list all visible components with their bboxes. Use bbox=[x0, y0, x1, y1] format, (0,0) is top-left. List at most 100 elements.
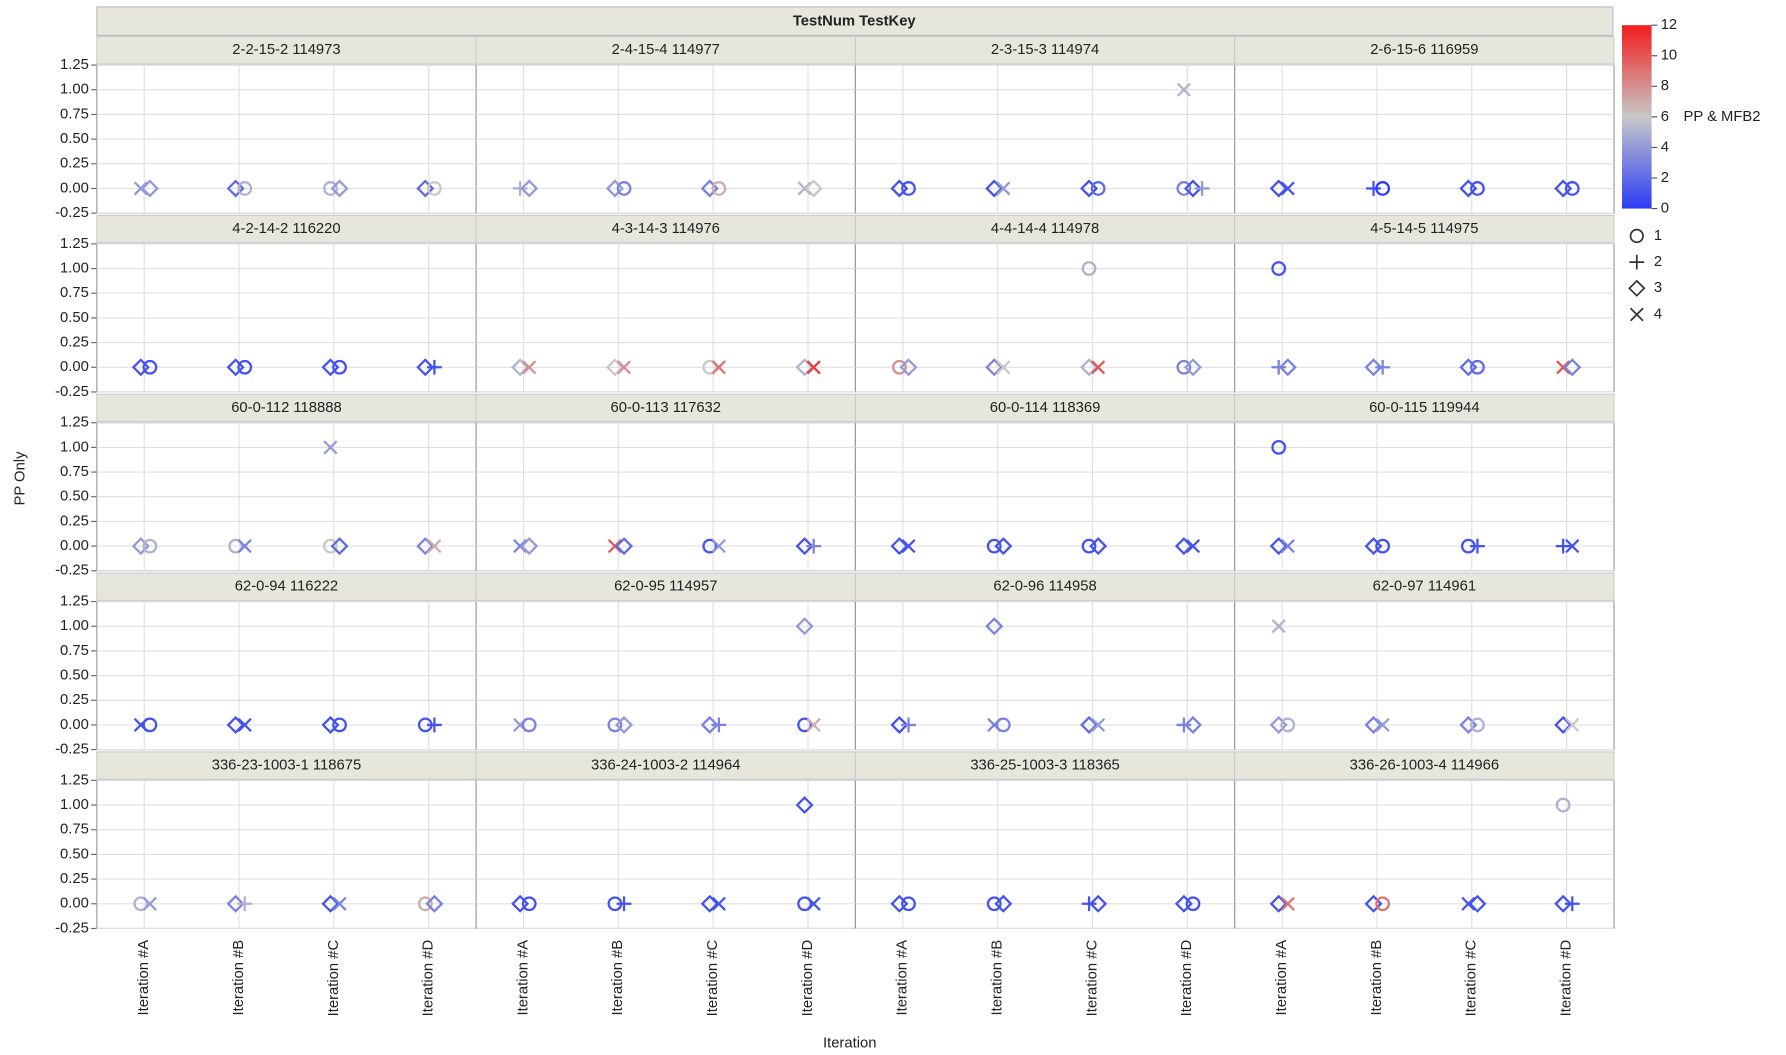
x-tick-label: Iteration #B bbox=[1369, 940, 1385, 1016]
y-tick-label: 1.00 bbox=[60, 82, 89, 98]
point bbox=[511, 894, 530, 913]
point bbox=[1554, 894, 1573, 913]
panel-strip bbox=[854, 214, 1236, 244]
point bbox=[332, 717, 347, 733]
panel-title: 2-6-15-6 116959 bbox=[1370, 42, 1478, 58]
panel-title: 4-4-14-4 114978 bbox=[991, 221, 1099, 237]
point bbox=[1565, 717, 1580, 733]
color-tick-label: 0 bbox=[1661, 200, 1669, 216]
panel-strip bbox=[475, 214, 856, 244]
point bbox=[1555, 797, 1571, 813]
panel-title: 2-3-15-3 114974 bbox=[991, 42, 1099, 58]
point bbox=[901, 896, 916, 912]
x-axis-label: Iteration bbox=[823, 1035, 876, 1051]
point bbox=[1461, 896, 1476, 911]
color-tick-label: 8 bbox=[1661, 78, 1669, 94]
panel-strip bbox=[1234, 393, 1615, 423]
panel-strip bbox=[854, 393, 1236, 423]
point bbox=[806, 717, 821, 733]
point bbox=[140, 179, 159, 198]
point bbox=[995, 717, 1011, 733]
x-tick-label: Iteration #B bbox=[990, 940, 1006, 1016]
point bbox=[228, 538, 244, 554]
point bbox=[520, 537, 539, 556]
point bbox=[142, 359, 158, 375]
point bbox=[1280, 717, 1296, 733]
y-tick-label: 0.00 bbox=[60, 180, 89, 196]
point bbox=[511, 358, 530, 377]
point bbox=[323, 538, 338, 554]
point bbox=[711, 360, 726, 375]
y-tick-label: 0.50 bbox=[60, 489, 89, 505]
panel-title: 4-2-14-2 116220 bbox=[232, 221, 340, 237]
point bbox=[133, 181, 148, 196]
point bbox=[1375, 181, 1391, 196]
point bbox=[521, 717, 537, 733]
point bbox=[416, 537, 435, 556]
panel-title: 62-0-97 114961 bbox=[1373, 579, 1476, 595]
point bbox=[1080, 179, 1099, 198]
point bbox=[890, 537, 909, 556]
panel-title: 62-0-95 114957 bbox=[614, 579, 717, 595]
point bbox=[1556, 360, 1571, 375]
point bbox=[607, 717, 623, 733]
point bbox=[1081, 261, 1097, 276]
panel-title: 62-0-96 114958 bbox=[993, 579, 1096, 595]
point bbox=[520, 179, 539, 198]
point bbox=[994, 537, 1013, 556]
panel-title: 4-5-14-5 114975 bbox=[1370, 221, 1478, 237]
panel-title: 336-25-1003-3 118365 bbox=[970, 757, 1119, 773]
point bbox=[615, 537, 634, 556]
point bbox=[1174, 537, 1193, 556]
point bbox=[1080, 358, 1099, 377]
header-title: TestNum TestKey bbox=[793, 14, 917, 30]
point bbox=[700, 179, 719, 198]
point bbox=[1470, 181, 1485, 196]
point bbox=[1555, 538, 1571, 554]
point bbox=[1271, 359, 1287, 375]
point bbox=[797, 896, 812, 912]
point bbox=[901, 717, 916, 733]
color-tick-label: 2 bbox=[1661, 170, 1669, 186]
y-tick-label: -0.25 bbox=[55, 384, 89, 400]
y-tick-label: 0.75 bbox=[60, 643, 89, 659]
y-tick-label: 0.25 bbox=[60, 871, 89, 887]
point bbox=[522, 360, 537, 375]
x-tick-label: Iteration #C bbox=[1084, 940, 1100, 1017]
point bbox=[416, 179, 435, 198]
color-tick-label: 10 bbox=[1661, 48, 1677, 64]
panel-strip bbox=[854, 36, 1236, 65]
panel-title: 62-0-94 116222 bbox=[235, 579, 338, 595]
point bbox=[1470, 359, 1485, 375]
point bbox=[700, 894, 719, 913]
panel-title: 336-24-1003-2 114964 bbox=[591, 757, 740, 773]
point bbox=[1269, 537, 1288, 556]
point bbox=[1194, 181, 1210, 196]
point bbox=[615, 715, 634, 734]
point bbox=[1176, 359, 1192, 375]
point bbox=[425, 894, 444, 913]
point bbox=[1089, 537, 1108, 556]
point bbox=[711, 896, 726, 911]
point bbox=[1185, 539, 1201, 554]
point bbox=[1280, 181, 1295, 196]
y-tick-label: 0.50 bbox=[60, 846, 89, 862]
panel-title: 336-26-1003-4 114966 bbox=[1350, 757, 1499, 773]
panel-title: 60-0-114 118369 bbox=[990, 400, 1101, 416]
legend-label: 3 bbox=[1654, 280, 1662, 296]
y-tick-label: 0.00 bbox=[60, 359, 89, 375]
point bbox=[1459, 179, 1478, 198]
point bbox=[607, 539, 623, 554]
point bbox=[804, 179, 823, 198]
point bbox=[1080, 715, 1099, 734]
y-axis-label: PP Only bbox=[12, 451, 28, 506]
point bbox=[237, 181, 253, 196]
point bbox=[711, 181, 727, 196]
point bbox=[1269, 179, 1288, 198]
point bbox=[1271, 619, 1286, 634]
point bbox=[899, 358, 918, 377]
panel-strip bbox=[96, 393, 477, 423]
y-tick-label: 0.75 bbox=[60, 285, 89, 301]
legend-symbol bbox=[1629, 228, 1644, 244]
point bbox=[985, 617, 1004, 636]
